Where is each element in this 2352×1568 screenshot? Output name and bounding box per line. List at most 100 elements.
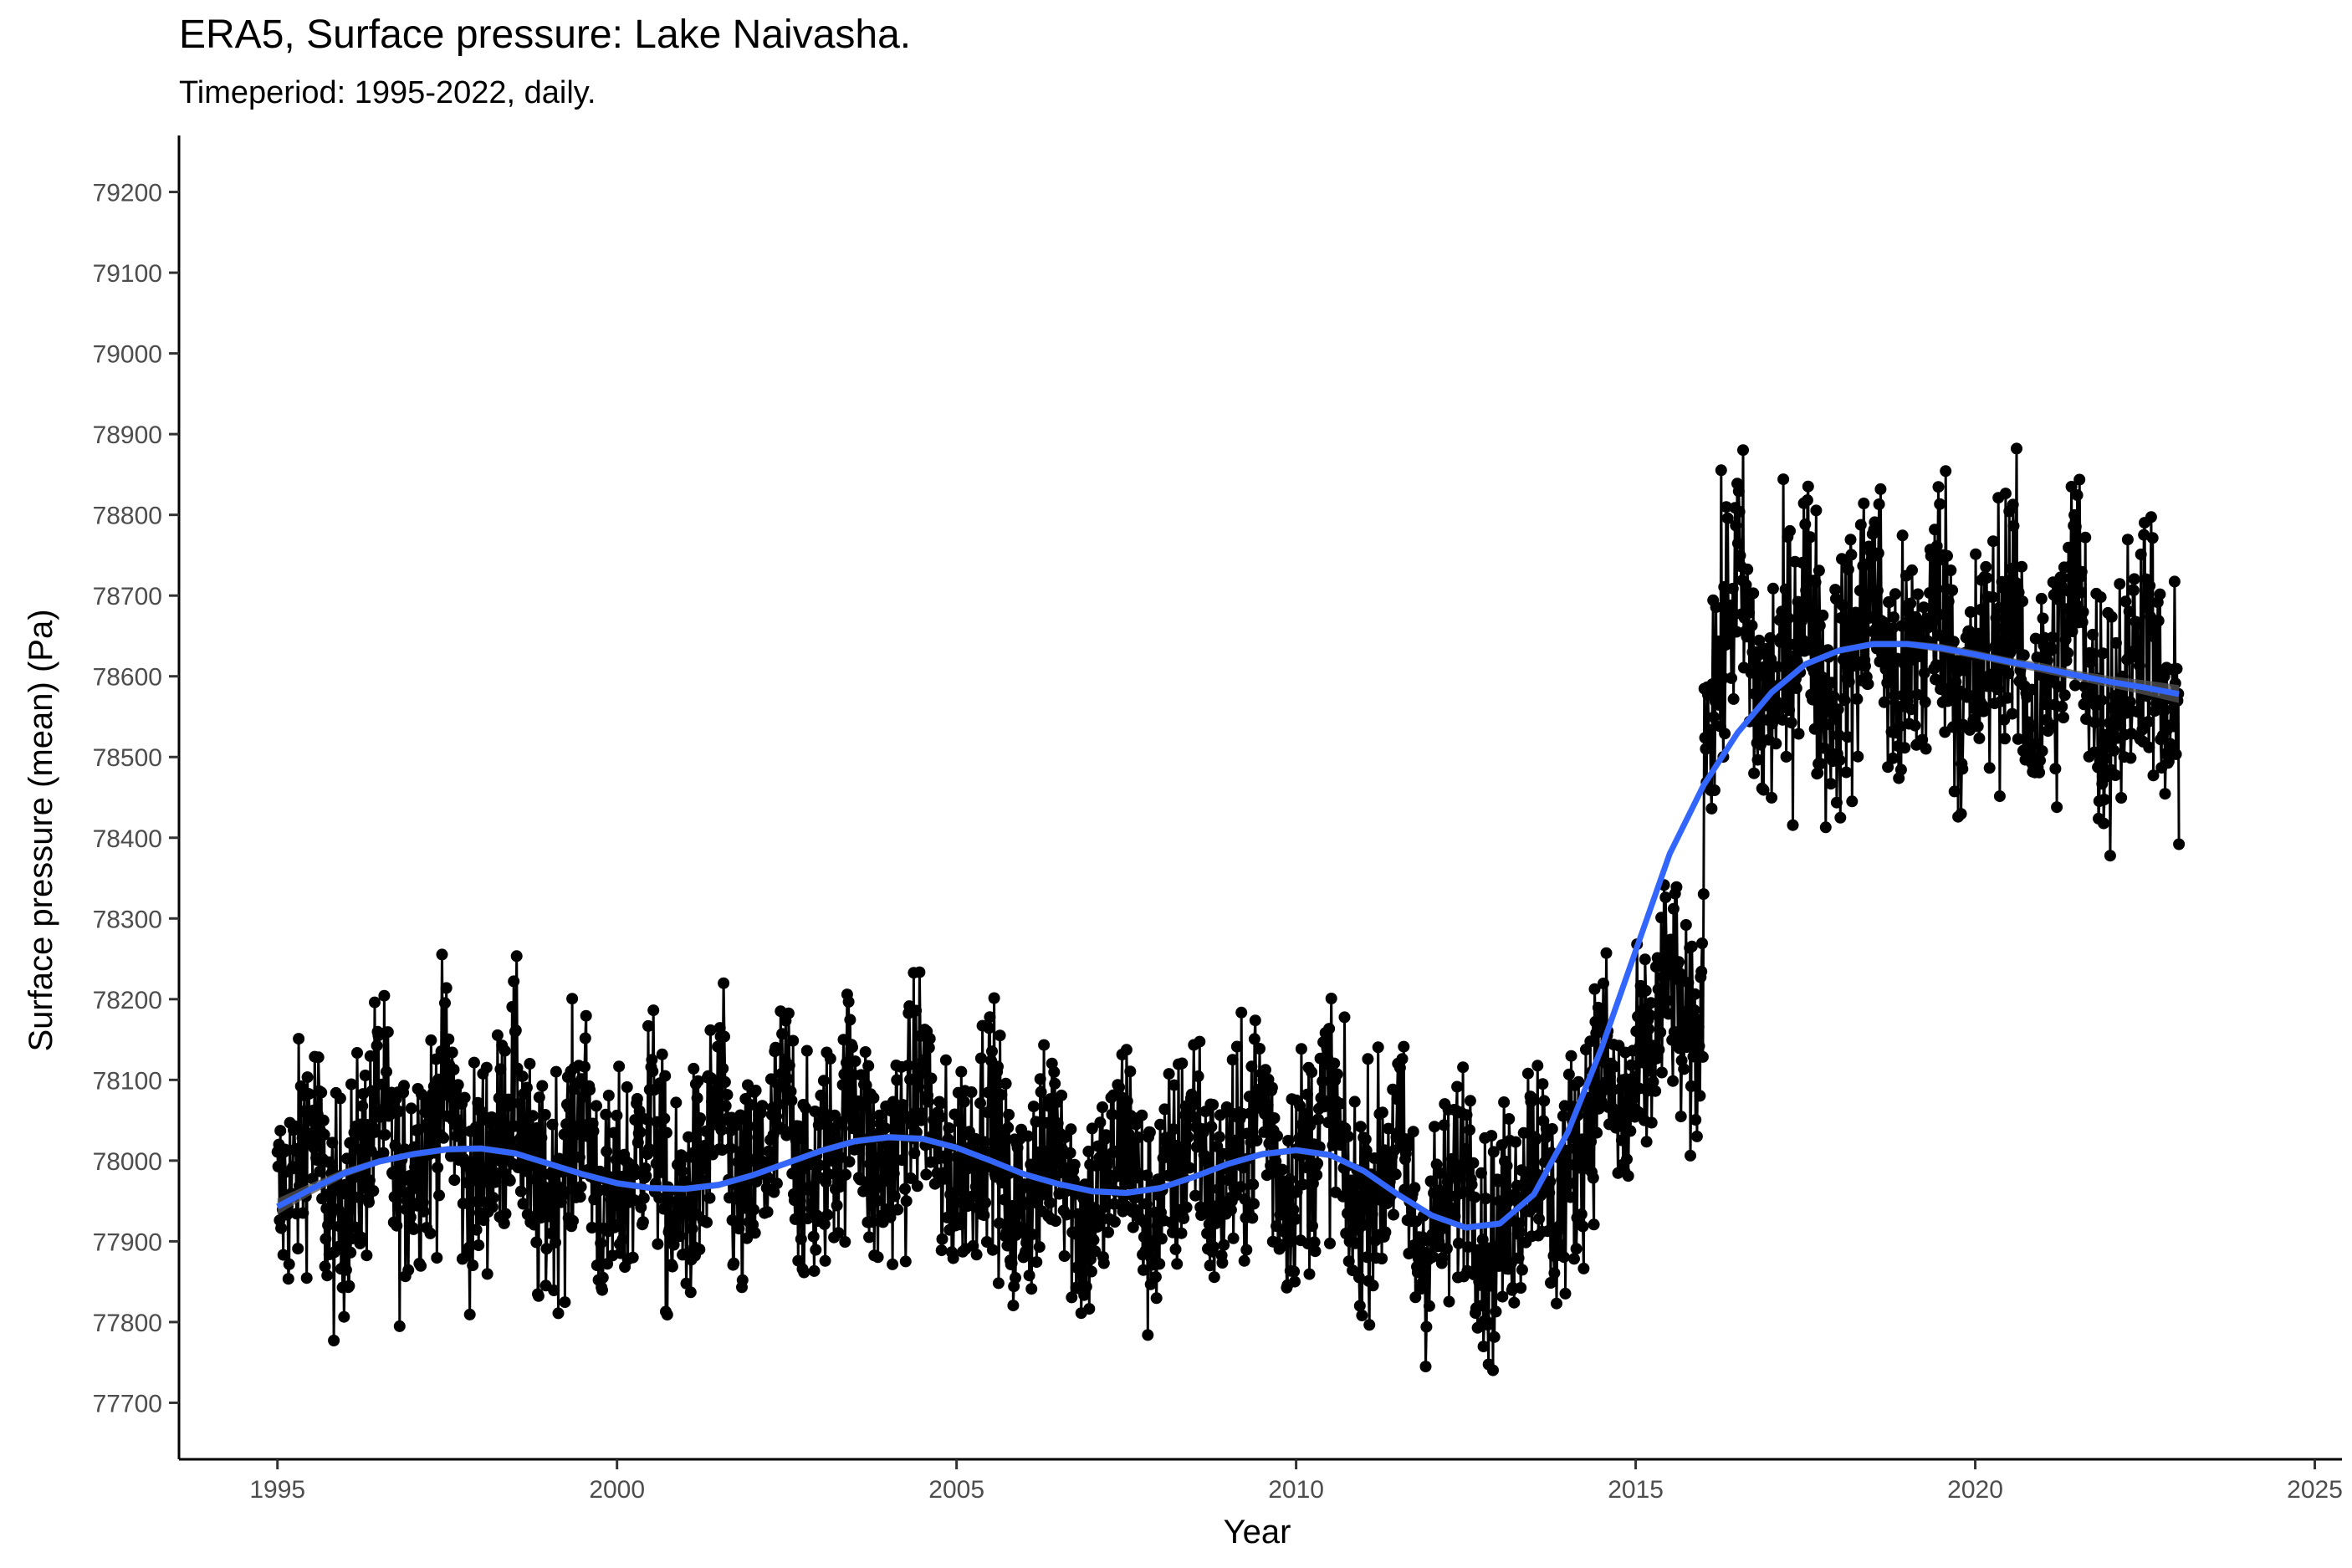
daily-point [1862,677,1874,690]
daily-point [558,1128,570,1141]
daily-point [744,1099,757,1111]
daily-point [1123,1177,1136,1190]
daily-point [626,1251,639,1264]
daily-point [1961,688,1974,701]
daily-point [1214,1109,1226,1121]
daily-point [1226,1054,1239,1066]
daily-point [389,1139,401,1152]
daily-point [1930,540,1943,552]
daily-point [2023,722,2036,734]
daily-point [1883,596,1895,608]
daily-point [1379,1226,1392,1239]
daily-point [1459,1143,1471,1155]
daily-point [1467,1157,1480,1169]
y-tick-label: 78200 [93,987,162,1014]
daily-point [345,1078,357,1090]
daily-point [1387,1083,1399,1096]
daily-point [2017,595,2028,608]
daily-point [2164,738,2176,750]
daily-point [1650,1052,1663,1065]
daily-point [2108,744,2120,757]
daily-point [836,1116,848,1128]
daily-point [1987,674,2000,687]
daily-point [823,1168,835,1181]
daily-point [1828,690,1840,702]
daily-point [1067,1173,1080,1186]
daily-point [1812,767,1824,779]
daily-point [1102,1226,1114,1239]
daily-point [1685,940,1698,953]
daily-point [351,1129,364,1142]
daily-point [1970,548,1982,560]
daily-point [407,1223,420,1235]
daily-point [865,1148,877,1161]
daily-point [824,1052,836,1065]
x-tick-label: 2015 [1608,1476,1664,1504]
daily-point [2076,616,2089,628]
daily-point [1829,584,1842,596]
daily-point [954,1218,967,1231]
daily-point [1979,642,1992,655]
daily-point [943,1122,955,1134]
daily-point [1784,524,1796,537]
daily-point [2154,588,2166,600]
daily-point [888,1190,901,1203]
daily-point [546,1118,559,1131]
daily-point [1035,1085,1047,1098]
daily-point [1838,694,1851,707]
daily-point [314,1165,326,1177]
daily-point [642,1019,654,1032]
daily-point [925,1072,938,1085]
daily-point [1719,728,1731,740]
daily-point [1050,1215,1062,1227]
daily-point [1086,1122,1098,1135]
x-tick-label: 2000 [589,1476,645,1504]
daily-point [1433,1235,1445,1248]
daily-point [887,1258,899,1270]
daily-point [1721,512,1734,524]
daily-point [1624,1125,1637,1137]
daily-point [1647,1075,1659,1088]
daily-point [1570,1243,1582,1255]
daily-point [1935,679,1947,692]
daily-point [1521,1067,1534,1080]
daily-point [333,1240,345,1253]
daily-point [479,1162,492,1174]
daily-point [1803,639,1816,651]
daily-point [536,1080,549,1092]
daily-point [728,1257,740,1269]
daily-point [2086,647,2099,660]
daily-point [1247,1178,1260,1191]
daily-point [1085,1265,1097,1278]
daily-point [763,1145,775,1157]
daily-point [1565,1050,1577,1062]
daily-point [448,1174,461,1187]
daily-point [832,1227,845,1239]
daily-point [1653,1044,1665,1056]
daily-point [587,1125,600,1137]
daily-point [1956,763,1969,775]
daily-point [277,1249,289,1261]
daily-point [1358,1218,1371,1231]
daily-point [1527,1093,1540,1105]
daily-point [1720,501,1732,513]
daily-point [1644,1065,1656,1077]
daily-point [1733,505,1746,518]
daily-point [2105,610,2118,623]
daily-point [667,1239,680,1251]
daily-point [601,1145,613,1157]
daily-point [995,1089,1008,1101]
daily-point [1809,576,1822,589]
daily-point [1920,743,1932,755]
daily-point [998,1193,1010,1206]
daily-point [2056,701,2068,712]
daily-point [892,1203,904,1216]
daily-point [1100,1129,1112,1142]
daily-point [659,1070,672,1082]
daily-point [950,1186,963,1198]
daily-point [486,1201,499,1213]
daily-point [1743,606,1755,619]
daily-point [396,1186,409,1198]
daily-point [514,1097,526,1110]
daily-point [398,1080,410,1092]
